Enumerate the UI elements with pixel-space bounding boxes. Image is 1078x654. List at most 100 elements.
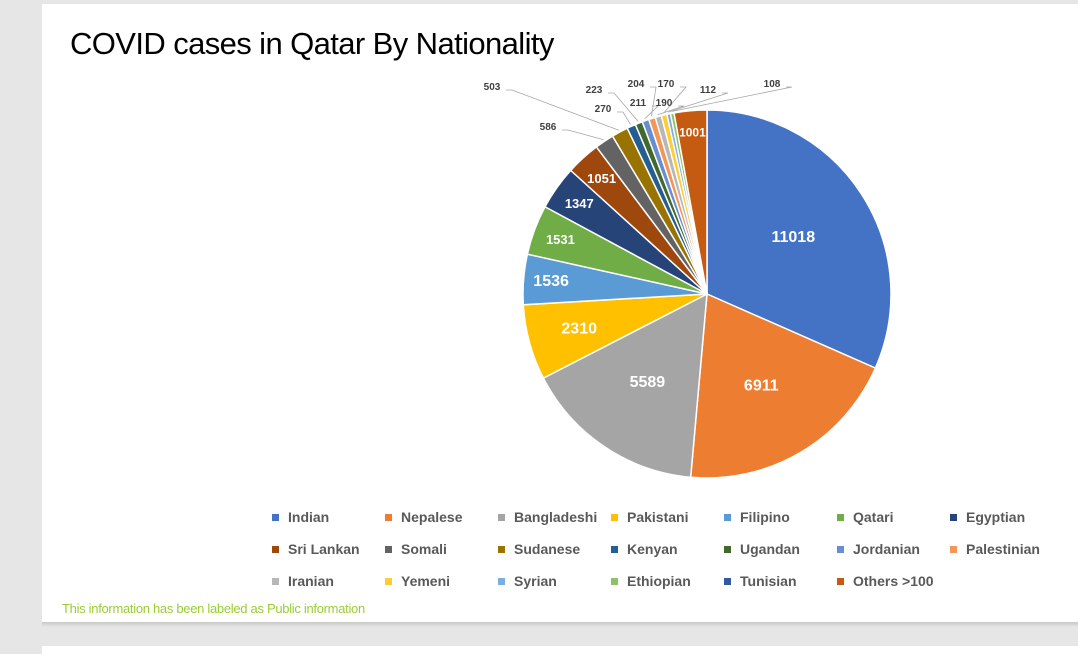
data-label-pakistani: 2310	[561, 320, 597, 337]
legend-label: Palestinian	[966, 541, 1040, 557]
legend-label: Indian	[288, 509, 330, 525]
legend-item-filipino: Filipino	[724, 506, 837, 528]
legend-swatch	[498, 513, 505, 521]
legend-label: Ugandan	[740, 541, 800, 557]
legend-swatch	[837, 577, 844, 585]
data-label-jordanian: 211	[630, 98, 647, 109]
legend-swatch	[385, 577, 392, 585]
legend-item-ethiopian: Ethiopian	[611, 570, 724, 592]
legend-item-others-100: Others >100	[837, 570, 950, 592]
legend-item-sri-lankan: Sri Lankan	[272, 538, 385, 560]
legend-item-yemeni: Yemeni	[385, 570, 498, 592]
legend-label: Sri Lankan	[288, 541, 360, 557]
legend-label: Bangladeshi	[514, 509, 598, 525]
data-label-somali: 586	[540, 122, 557, 133]
data-label-egyptian: 1347	[565, 196, 594, 211]
data-label-bangladeshi: 5589	[630, 374, 666, 391]
leader-line-ugandan	[608, 92, 639, 122]
data-label-others-100: 1001	[679, 126, 706, 140]
legend-label: Tunisian	[740, 573, 797, 589]
legend-swatch	[837, 513, 844, 521]
legend-swatch	[272, 513, 279, 521]
legend-item-qatari: Qatari	[837, 506, 950, 528]
leader-lines	[506, 86, 793, 141]
slide-shadow	[42, 622, 1078, 627]
data-label-syrian: 112	[700, 85, 717, 96]
leader-line-sudanese	[506, 89, 619, 131]
leader-line-syrian	[668, 92, 729, 113]
legend-item-iranian: Iranian	[272, 570, 385, 592]
legend-item-tunisian: Tunisian	[724, 570, 837, 592]
pie-slice-nepalese	[689, 292, 877, 479]
legend-item-kenyan: Kenyan	[611, 538, 724, 560]
data-label-sudanese: 503	[484, 82, 501, 93]
leader-line-palestinian	[650, 86, 657, 117]
classification-footer: This information has been labeled as Pub…	[62, 601, 365, 616]
legend-swatch	[498, 577, 505, 585]
legend-swatch	[611, 513, 618, 521]
legend-label: Syrian	[514, 573, 557, 589]
legend-swatch	[950, 545, 957, 553]
data-label-qatari: 1531	[546, 232, 575, 247]
pie-slice-bangladeshi	[542, 292, 708, 479]
legend-label: Ethiopian	[627, 573, 691, 589]
legend-item-syrian: Syrian	[498, 570, 611, 592]
legend-label: Kenyan	[627, 541, 678, 557]
legend-swatch	[837, 545, 844, 553]
data-label-sri-lankan: 1051	[587, 171, 616, 186]
legend-item-egyptian: Egyptian	[950, 506, 1070, 528]
legend-label: Nepalese	[401, 509, 463, 525]
legend-swatch	[724, 577, 731, 585]
legend-swatch	[385, 545, 392, 553]
legend-label: Filipino	[740, 509, 790, 525]
legend-label: Iranian	[288, 573, 334, 589]
legend-item-ugandan: Ugandan	[724, 538, 837, 560]
leader-line-kenyan	[617, 111, 631, 125]
legend-swatch	[950, 513, 957, 521]
data-label-yemeni: 170	[658, 79, 675, 90]
pie-slice-indian	[706, 109, 892, 370]
legend-item-sudanese: Sudanese	[498, 538, 611, 560]
legend-swatch	[611, 545, 618, 553]
legend-swatch	[724, 545, 731, 553]
pie-slices	[522, 109, 892, 479]
data-label-filipino: 1536	[533, 273, 569, 290]
data-labels: 11018 6911 5589 2310 1536 1531 1347 1051 586 503 2…	[484, 79, 816, 394]
legend-item-palestinian: Palestinian	[950, 538, 1070, 560]
legend-label: Sudanese	[514, 541, 581, 557]
next-slide-edge	[42, 646, 1078, 654]
legend-item-nepalese: Nepalese	[385, 506, 498, 528]
legend-swatch	[724, 513, 731, 521]
pie-slice-others-100	[673, 109, 708, 295]
data-label-indian: 11018	[771, 229, 815, 246]
legend-swatch	[272, 577, 279, 585]
leader-line-somali	[562, 129, 604, 141]
leader-line-iranian	[657, 105, 685, 116]
legend-label: Somali	[401, 541, 447, 557]
legend-label: Qatari	[853, 509, 894, 525]
data-label-palestinian: 204	[628, 79, 645, 90]
leader-line-yemeni	[663, 86, 687, 114]
leader-line-jordanian	[644, 105, 659, 119]
legend-label: Others >100	[853, 573, 934, 589]
data-label-ethiopian: 108	[764, 79, 781, 90]
data-label-kenyan: 270	[595, 104, 612, 115]
legend-label: Egyptian	[966, 509, 1026, 525]
data-label-iranian: 190	[656, 98, 673, 109]
chart-legend: Indian Nepalese Bangladeshi Pakistani Filipi…	[272, 506, 1070, 592]
legend-item-jordanian: Jordanian	[837, 538, 950, 560]
legend-item-somali: Somali	[385, 538, 498, 560]
legend-item-indian: Indian	[272, 506, 385, 528]
legend-label: Jordanian	[853, 541, 920, 557]
legend-swatch	[611, 577, 618, 585]
legend-item-pakistani: Pakistani	[611, 506, 724, 528]
legend-swatch	[272, 545, 279, 553]
chart-title: COVID cases in Qatar By Nationality	[70, 26, 554, 61]
legend-swatch	[498, 545, 505, 553]
legend-label: Yemeni	[401, 573, 451, 589]
data-label-ugandan: 223	[586, 85, 603, 96]
data-label-nepalese: 6911	[744, 377, 779, 394]
legend-label: Pakistani	[627, 509, 689, 525]
legend-swatch	[385, 513, 392, 521]
